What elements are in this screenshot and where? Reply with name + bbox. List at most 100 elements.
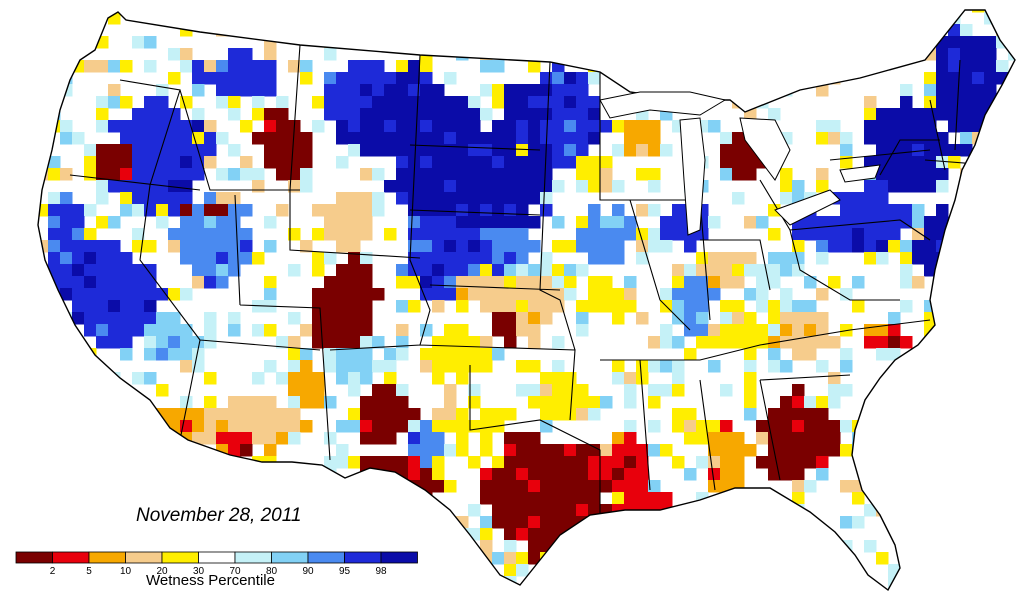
grid-cell xyxy=(504,444,517,457)
grid-cell xyxy=(336,360,349,373)
grid-cell xyxy=(132,36,145,49)
grid-cell xyxy=(660,228,673,241)
grid-cell xyxy=(48,204,61,217)
grid-cell xyxy=(168,156,181,169)
grid-cell xyxy=(384,420,397,433)
grid-cell xyxy=(264,324,277,337)
grid-cell xyxy=(816,288,829,301)
grid-cell xyxy=(348,120,361,133)
grid-cell xyxy=(804,420,817,433)
grid-cell xyxy=(828,432,841,445)
grid-cell xyxy=(288,420,301,433)
grid-cell xyxy=(420,96,433,109)
grid-cell xyxy=(720,156,733,169)
grid-cell xyxy=(744,264,757,277)
grid-cell xyxy=(180,216,193,229)
grid-cell xyxy=(456,180,469,193)
grid-cell xyxy=(228,108,241,121)
grid-cell xyxy=(768,300,781,313)
grid-cell xyxy=(384,456,397,469)
grid-cell xyxy=(672,384,685,397)
grid-cell xyxy=(504,216,517,229)
grid-cell xyxy=(480,60,493,73)
grid-cell xyxy=(324,432,337,445)
grid-cell xyxy=(684,432,697,445)
grid-cell xyxy=(72,300,85,313)
grid-cell xyxy=(564,492,577,505)
grid-cell xyxy=(588,96,601,109)
grid-cell xyxy=(804,444,817,457)
grid-cell xyxy=(192,408,205,421)
grid-cell xyxy=(792,180,805,193)
grid-cell xyxy=(852,276,865,289)
grid-cell xyxy=(432,360,445,373)
grid-cell xyxy=(120,144,133,157)
grid-cell xyxy=(336,216,349,229)
grid-cell xyxy=(840,228,853,241)
grid-cell xyxy=(876,240,889,253)
grid-cell xyxy=(744,360,757,373)
grid-cell xyxy=(60,240,73,253)
grid-cell xyxy=(744,396,757,409)
grid-cell xyxy=(684,312,697,325)
grid-cell xyxy=(756,276,769,289)
grid-cell xyxy=(168,228,181,241)
grid-cell xyxy=(480,420,493,433)
grid-cell xyxy=(672,204,685,217)
grid-cell xyxy=(780,444,793,457)
grid-cell xyxy=(432,252,445,265)
grid-cell xyxy=(144,96,157,109)
grid-cell xyxy=(336,348,349,361)
grid-cell xyxy=(624,396,637,409)
grid-cell xyxy=(828,132,841,145)
grid-cell xyxy=(528,468,541,481)
grid-cell xyxy=(900,180,913,193)
grid-cell xyxy=(528,300,541,313)
grid-cell xyxy=(360,456,373,469)
grid-cell xyxy=(612,144,625,157)
grid-cell xyxy=(672,336,685,349)
grid-cell xyxy=(912,120,925,133)
grid-cell xyxy=(780,192,793,205)
grid-cell xyxy=(240,432,253,445)
grid-cell xyxy=(360,432,373,445)
grid-cell xyxy=(888,216,901,229)
grid-cell xyxy=(864,132,877,145)
grid-cell xyxy=(240,84,253,97)
grid-cell xyxy=(228,240,241,253)
grid-cell xyxy=(420,360,433,373)
grid-cell xyxy=(588,276,601,289)
grid-cell xyxy=(876,252,889,265)
grid-cell xyxy=(432,156,445,169)
grid-cell xyxy=(612,360,625,373)
grid-cell xyxy=(552,456,565,469)
grid-cell xyxy=(120,276,133,289)
grid-cell xyxy=(144,324,157,337)
grid-cell xyxy=(576,480,589,493)
grid-cell xyxy=(888,120,901,133)
grid-cell xyxy=(444,96,457,109)
grid-cell xyxy=(444,444,457,457)
grid-cell xyxy=(744,348,757,361)
grid-cell xyxy=(144,288,157,301)
grid-cell xyxy=(480,300,493,313)
grid-cell xyxy=(732,252,745,265)
grid-cell xyxy=(516,216,529,229)
grid-cell xyxy=(108,168,121,181)
grid-cell xyxy=(960,24,973,37)
grid-cell xyxy=(420,132,433,145)
grid-cell xyxy=(108,60,121,73)
grid-cell xyxy=(420,348,433,361)
legend-swatch-p90-95 xyxy=(307,551,345,564)
grid-cell xyxy=(360,216,373,229)
grid-cell xyxy=(840,288,853,301)
grid-cell xyxy=(96,312,109,325)
grid-cell xyxy=(732,168,745,181)
grid-cell xyxy=(432,276,445,289)
grid-cell xyxy=(72,240,85,253)
grid-cell xyxy=(816,120,829,133)
grid-cell xyxy=(552,468,565,481)
grid-cell xyxy=(840,384,853,397)
grid-cell xyxy=(216,252,229,265)
grid-cell xyxy=(456,132,469,145)
